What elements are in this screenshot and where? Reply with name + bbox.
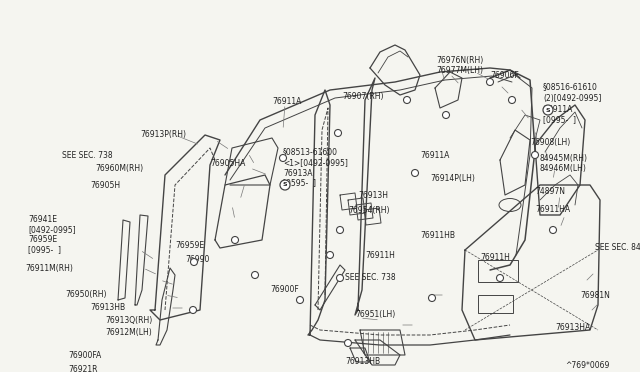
Text: 76907(RH): 76907(RH) [342, 93, 383, 102]
Text: 76911A: 76911A [420, 151, 449, 160]
Text: (2)[0492-0995]: (2)[0492-0995] [543, 93, 602, 103]
Text: 76913HB: 76913HB [90, 304, 125, 312]
Text: ^769*0069: ^769*0069 [565, 362, 609, 371]
Text: 76959E: 76959E [28, 235, 57, 244]
Circle shape [403, 96, 410, 103]
Text: 76921R: 76921R [68, 366, 97, 372]
Text: <1>[0492-0995]: <1>[0492-0995] [283, 158, 348, 167]
Circle shape [337, 275, 344, 282]
Text: 76960M(RH): 76960M(RH) [95, 164, 143, 173]
Text: 76905HA: 76905HA [210, 158, 245, 167]
Text: 76941E: 76941E [28, 215, 57, 224]
Text: 76911H: 76911H [365, 250, 395, 260]
Text: 76913Q(RH): 76913Q(RH) [105, 315, 152, 324]
Circle shape [429, 295, 435, 301]
Text: 76912M(LH): 76912M(LH) [105, 327, 152, 337]
Circle shape [296, 296, 303, 304]
Text: 76906F: 76906F [490, 71, 519, 80]
Text: 76900FA: 76900FA [68, 350, 101, 359]
Circle shape [280, 180, 290, 190]
Text: 76954(RH): 76954(RH) [348, 205, 390, 215]
Circle shape [191, 259, 198, 266]
Text: [0595-  ]: [0595- ] [283, 179, 316, 187]
Text: 74897N: 74897N [535, 187, 565, 196]
Text: 84946M(LH): 84946M(LH) [540, 164, 587, 173]
Text: [0492-0995]: [0492-0995] [28, 225, 76, 234]
Circle shape [412, 170, 419, 176]
Text: 76905H: 76905H [90, 180, 120, 189]
Text: 76913HB: 76913HB [345, 357, 380, 366]
Text: 76911A: 76911A [543, 105, 572, 113]
Text: 76911A: 76911A [272, 97, 301, 106]
Text: 76911HA: 76911HA [535, 205, 570, 215]
Text: 76911H: 76911H [480, 253, 510, 263]
Circle shape [252, 272, 259, 279]
Circle shape [344, 340, 351, 346]
Text: 76913HA: 76913HA [555, 324, 590, 333]
Text: 84945M(RH): 84945M(RH) [540, 154, 588, 163]
Text: 76950(RH): 76950(RH) [65, 291, 106, 299]
Circle shape [442, 112, 449, 119]
Circle shape [337, 227, 344, 234]
Text: 76981N: 76981N [580, 291, 610, 299]
Text: 76913P(RH): 76913P(RH) [140, 131, 186, 140]
Circle shape [509, 96, 515, 103]
Circle shape [543, 105, 553, 115]
Text: §08513-61600: §08513-61600 [283, 148, 338, 157]
Text: 76976N(RH): 76976N(RH) [436, 55, 483, 64]
Circle shape [531, 151, 538, 158]
Circle shape [550, 227, 557, 234]
Circle shape [335, 129, 342, 137]
Text: S: S [283, 183, 287, 187]
Circle shape [326, 251, 333, 259]
Circle shape [232, 237, 239, 244]
Circle shape [486, 78, 493, 86]
Circle shape [189, 307, 196, 314]
Text: 76959E: 76959E [175, 241, 204, 250]
Text: 76913A: 76913A [283, 170, 312, 179]
Text: 76900F: 76900F [270, 285, 299, 295]
Text: SEE SEC. 738: SEE SEC. 738 [345, 273, 396, 282]
Text: [0995-  ]: [0995- ] [543, 115, 576, 125]
Text: 76908(LH): 76908(LH) [530, 138, 570, 148]
Text: 76911M(RH): 76911M(RH) [25, 263, 73, 273]
Text: §08516-61610: §08516-61610 [543, 83, 598, 92]
Text: 76914P(LH): 76914P(LH) [430, 173, 475, 183]
Circle shape [280, 154, 287, 161]
Circle shape [497, 275, 504, 282]
Text: 76913H: 76913H [358, 190, 388, 199]
Text: SEE SEC. 738: SEE SEC. 738 [62, 151, 113, 160]
Text: 76911HB: 76911HB [420, 231, 455, 240]
Text: [0995-  ]: [0995- ] [28, 246, 61, 254]
Text: S: S [546, 108, 550, 112]
Text: SEE SEC. 849: SEE SEC. 849 [595, 244, 640, 253]
Text: 76977M(LH): 76977M(LH) [436, 65, 483, 74]
Text: 76990: 76990 [185, 256, 209, 264]
Text: 76951(LH): 76951(LH) [355, 311, 396, 320]
